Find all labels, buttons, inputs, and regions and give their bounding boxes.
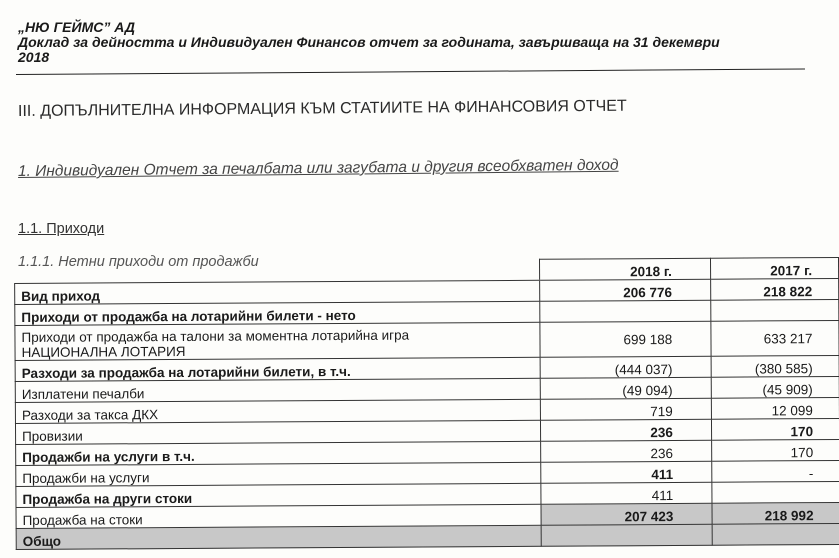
subsection-title: 1.1. Приходи (18, 221, 105, 237)
company-name: „НЮ ГЕЙМС” АД (18, 19, 135, 35)
column-header-2017: 2017 г. (710, 257, 839, 280)
table-row-total: Общо (16, 523, 839, 550)
revenue-table: 2018 г. 2017 г. Вид приход 206 776 218 822… (14, 257, 839, 550)
section-title: III. ДОПЪЛНИТЕЛНА ИНФОРМАЦИЯ КЪМ СТАТИИТ… (17, 97, 627, 120)
subsection-title: 1. Индивидуален Отчет за печалбата или з… (17, 156, 619, 180)
table-row: Приходи от продажба на талони за моментн… (14, 320, 839, 361)
document-header: „НЮ ГЕЙМС” АД Доклад за дейността и Инди… (18, 20, 818, 65)
header-divider (15, 68, 805, 75)
column-header-2018: 2018 г. (539, 258, 711, 281)
table-caption: 1.1.1. Нетни приходи от продажби (18, 254, 259, 270)
report-title: Доклад за дейността и Индивидуален Финан… (18, 34, 720, 50)
report-year: 2018 (18, 49, 50, 65)
